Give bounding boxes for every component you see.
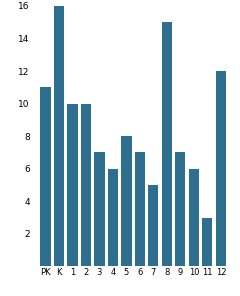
Bar — [121, 136, 132, 266]
Bar — [189, 169, 199, 266]
Bar — [108, 169, 118, 266]
Bar — [81, 104, 91, 266]
Bar — [216, 71, 226, 266]
Bar — [67, 104, 78, 266]
Bar — [54, 6, 64, 266]
Bar — [41, 87, 51, 266]
Bar — [202, 218, 212, 266]
Bar — [175, 152, 186, 266]
Bar — [148, 185, 158, 266]
Bar — [94, 152, 105, 266]
Bar — [135, 152, 145, 266]
Bar — [162, 22, 172, 266]
